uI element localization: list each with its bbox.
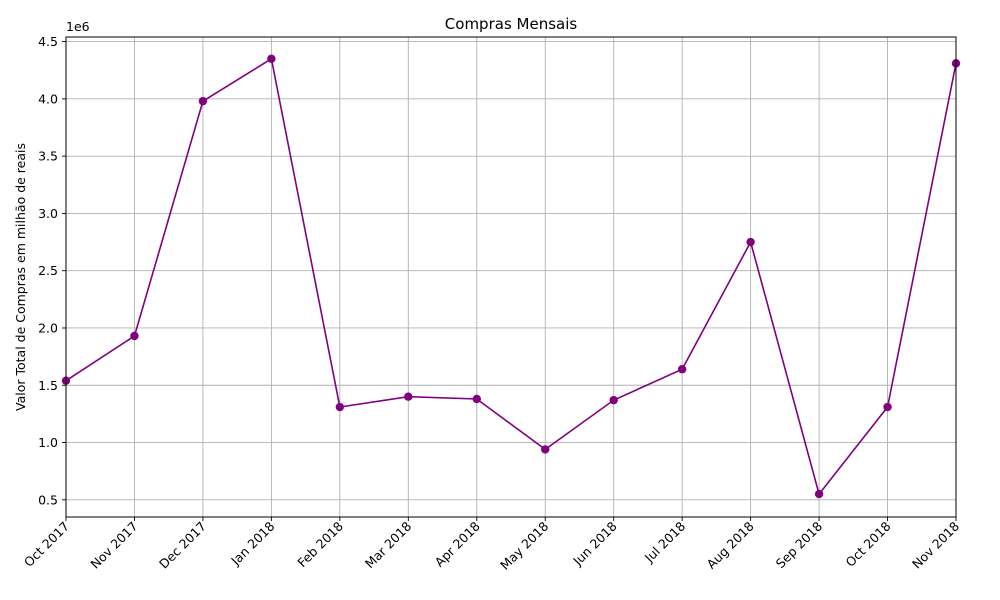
x-tick-label: Apr 2018: [432, 518, 483, 569]
data-point: [677, 365, 687, 374]
x-tick-label: Dec 2017: [156, 519, 209, 572]
y-tick-label: 4.0: [38, 91, 58, 106]
data-point: [883, 402, 892, 412]
x-tick-label: Feb 2018: [294, 518, 346, 570]
x-tick-label: May 2018: [497, 518, 551, 572]
y-tick-label: 4.5: [38, 34, 58, 49]
data-point: [609, 395, 618, 405]
y-axis-label: Valor Total de Compras em milhão de reai…: [13, 143, 28, 411]
data-point: [472, 394, 481, 404]
x-tick-label: Sep 2018: [773, 518, 826, 571]
x-tick-label: Jul 2018: [641, 518, 688, 565]
x-tick-label: Jan 2018: [227, 518, 277, 568]
x-tick-label: Mar 2018: [362, 518, 415, 571]
data-point: [746, 237, 755, 247]
y-tick-label: 2.5: [38, 263, 58, 278]
x-tick-label: Aug 2018: [704, 518, 757, 571]
data-point: [267, 54, 276, 63]
data-point: [130, 331, 139, 341]
y-tick-label: 3.5: [38, 149, 58, 164]
data-point: [198, 96, 208, 106]
y-tick-label: 2.0: [38, 320, 58, 335]
x-tick-label: Oct 2018: [842, 518, 893, 569]
y-tick-label: 1.0: [38, 435, 58, 450]
data-point: [404, 392, 413, 401]
series-layer: [61, 54, 961, 499]
plot-frame: [65, 36, 957, 518]
x-tick-label: Oct 2017: [21, 519, 72, 570]
x-tick-label: Jun 2018: [569, 518, 619, 568]
data-point: [814, 489, 824, 499]
y-tick-label: 3.0: [38, 206, 58, 221]
chart-title: Compras Mensais: [445, 15, 578, 33]
y-axis-offset-label: 1e6: [66, 19, 90, 34]
x-tick-label: Nov 2018: [909, 518, 962, 571]
x-tick-label: Nov 2017: [87, 519, 140, 572]
data-point: [541, 445, 550, 454]
series-line: [65, 57, 957, 496]
y-tick-label: 0.5: [38, 492, 58, 507]
y-tick-label: 1.5: [38, 378, 58, 393]
data-point: [335, 402, 345, 412]
grid-lines: [65, 37, 957, 517]
